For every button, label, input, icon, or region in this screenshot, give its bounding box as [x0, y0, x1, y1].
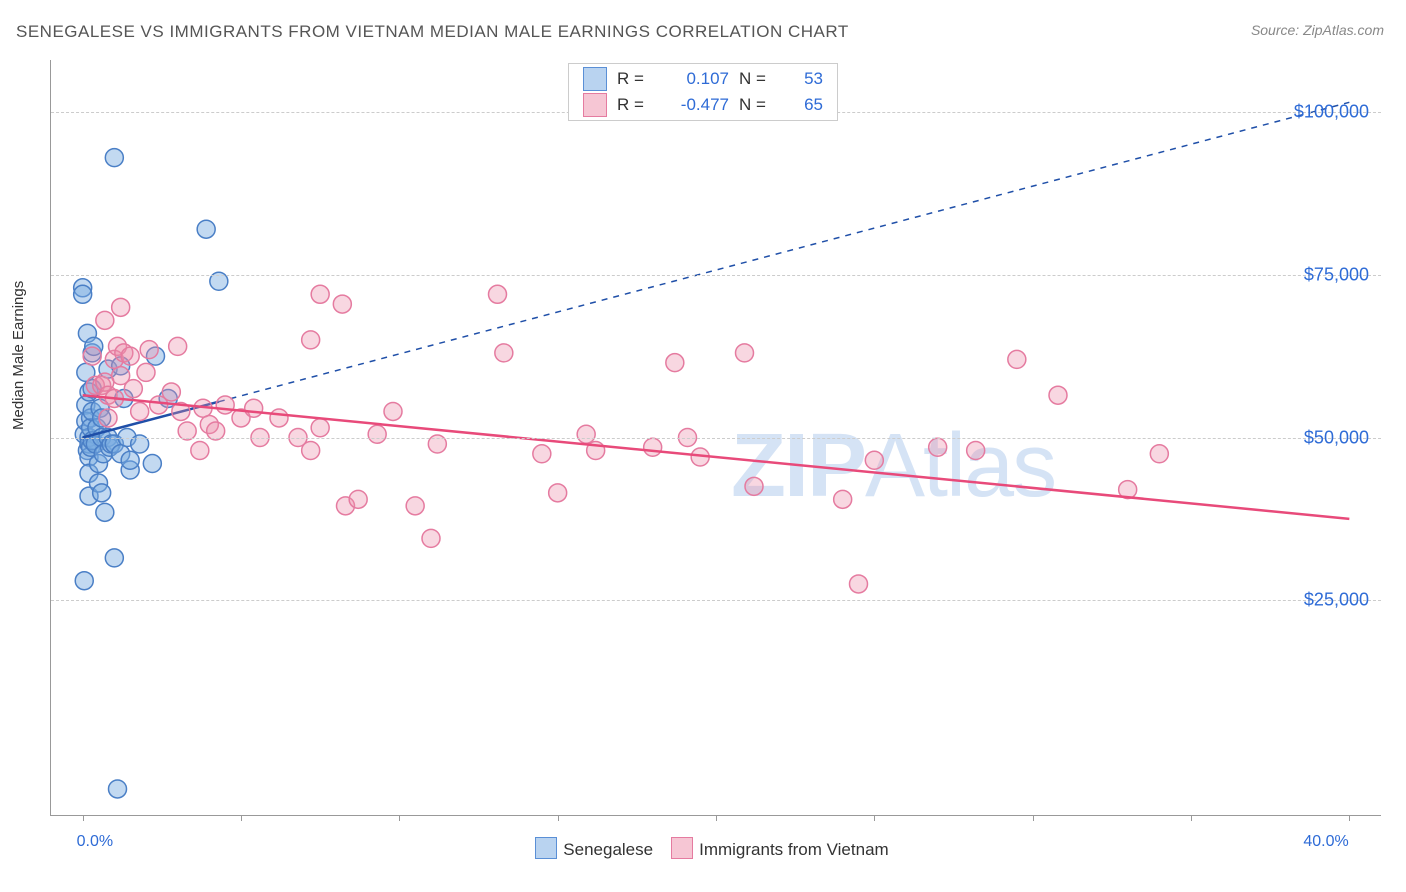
data-point	[140, 341, 158, 359]
x-tick	[716, 815, 717, 821]
data-point	[577, 425, 595, 443]
data-point	[745, 477, 763, 495]
trend-line-extended	[219, 102, 1350, 401]
legend-swatch	[583, 93, 607, 117]
data-point	[162, 383, 180, 401]
x-tick	[874, 815, 875, 821]
data-point	[422, 529, 440, 547]
chart-title: SENEGALESE VS IMMIGRANTS FROM VIETNAM ME…	[16, 22, 849, 42]
correlation-legend: R = 0.107 N = 53 R = -0.477 N = 65	[568, 63, 838, 121]
legend-label: Immigrants from Vietnam	[699, 840, 889, 859]
x-tick	[558, 815, 559, 821]
data-point	[736, 344, 754, 362]
data-point	[109, 780, 127, 798]
data-point	[191, 442, 209, 460]
data-point	[1008, 350, 1026, 368]
legend-r-label: R =	[617, 95, 651, 115]
data-point	[368, 425, 386, 443]
data-point	[549, 484, 567, 502]
series-legend: Senegalese Immigrants from Vietnam	[0, 837, 1406, 860]
data-point	[216, 396, 234, 414]
legend-swatch	[671, 837, 693, 859]
data-point	[93, 484, 111, 502]
data-point	[1049, 386, 1067, 404]
data-point	[311, 419, 329, 437]
legend-swatch	[535, 837, 557, 859]
x-tick	[83, 815, 84, 821]
data-point	[666, 354, 684, 372]
x-tick	[1191, 815, 1192, 821]
data-point	[124, 380, 142, 398]
source-attribution: Source: ZipAtlas.com	[1251, 22, 1384, 38]
y-tick-label: $75,000	[1304, 264, 1369, 285]
legend-swatch	[583, 67, 607, 91]
data-point	[105, 149, 123, 167]
legend-r-label: R =	[617, 69, 651, 89]
data-point	[333, 295, 351, 313]
gridline	[51, 600, 1381, 601]
x-axis-min-label: 0.0%	[77, 833, 113, 851]
data-point	[245, 399, 263, 417]
data-point	[74, 285, 92, 303]
x-tick	[1033, 815, 1034, 821]
data-point	[495, 344, 513, 362]
data-point	[105, 549, 123, 567]
data-point	[197, 220, 215, 238]
data-point	[349, 490, 367, 508]
y-tick-label: $100,000	[1294, 102, 1369, 123]
gridline	[51, 275, 1381, 276]
legend-n-value: 65	[783, 95, 823, 115]
x-tick	[399, 815, 400, 821]
data-point	[865, 451, 883, 469]
data-point	[121, 347, 139, 365]
legend-n-value: 53	[783, 69, 823, 89]
data-point	[112, 298, 130, 316]
legend-r-value: 0.107	[661, 69, 729, 89]
data-point	[143, 455, 161, 473]
data-point	[96, 311, 114, 329]
y-axis-title: Median Male Earnings	[10, 281, 27, 430]
y-tick-label: $25,000	[1304, 590, 1369, 611]
data-point	[850, 575, 868, 593]
data-point	[137, 363, 155, 381]
data-point	[99, 409, 117, 427]
data-point	[834, 490, 852, 508]
gridline	[51, 438, 1381, 439]
data-point	[121, 451, 139, 469]
x-tick	[1349, 815, 1350, 821]
legend-n-label: N =	[739, 69, 773, 89]
correlation-legend-row: R = 0.107 N = 53	[569, 66, 837, 92]
legend-r-value: -0.477	[661, 95, 729, 115]
data-point	[384, 402, 402, 420]
legend-n-label: N =	[739, 95, 773, 115]
data-point	[302, 331, 320, 349]
correlation-legend-row: R = -0.477 N = 65	[569, 92, 837, 118]
data-point	[75, 572, 93, 590]
data-point	[83, 347, 101, 365]
data-point	[406, 497, 424, 515]
data-point	[302, 442, 320, 460]
data-point	[967, 442, 985, 460]
plot-area: ZIPAtlas $25,000$50,000$75,000$100,000	[50, 60, 1381, 816]
y-tick-label: $50,000	[1304, 427, 1369, 448]
data-point	[169, 337, 187, 355]
x-tick	[241, 815, 242, 821]
data-point	[96, 503, 114, 521]
data-point	[533, 445, 551, 463]
data-point	[1150, 445, 1168, 463]
data-point	[489, 285, 507, 303]
data-point	[270, 409, 288, 427]
x-axis-max-label: 40.0%	[1303, 833, 1348, 851]
data-point	[131, 402, 149, 420]
data-point	[311, 285, 329, 303]
data-point	[644, 438, 662, 456]
data-point	[929, 438, 947, 456]
legend-label: Senegalese	[563, 840, 653, 859]
